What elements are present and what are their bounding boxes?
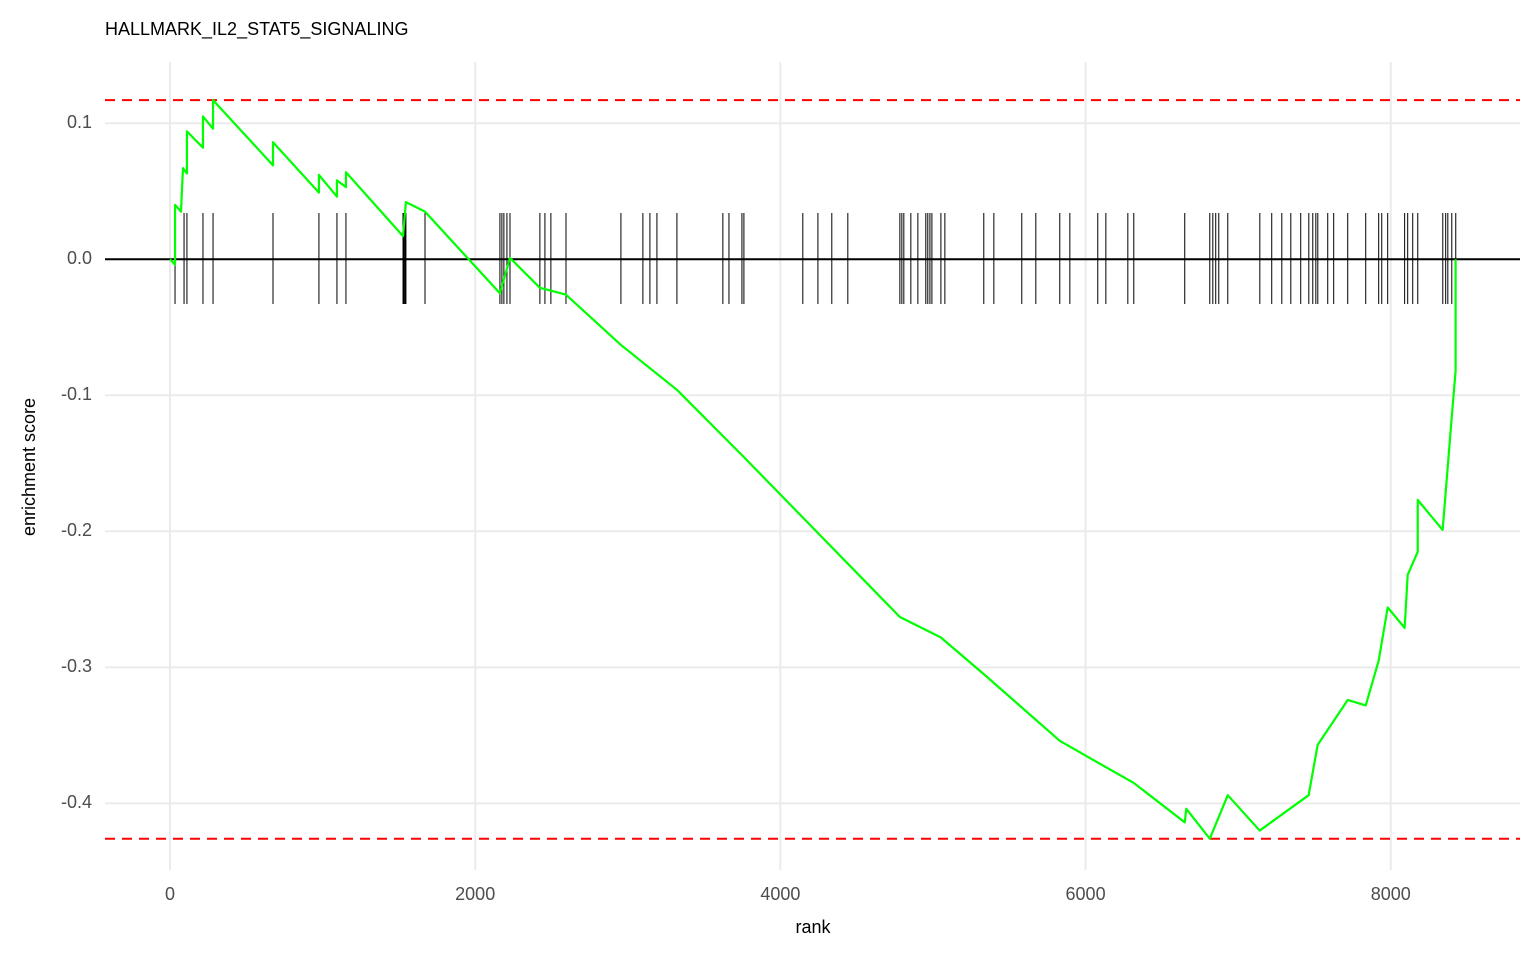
y-axis-label: enrichment score: [19, 398, 39, 536]
y-tick-label: -0.3: [61, 656, 92, 676]
es-line: [169, 98, 1457, 840]
y-tick-label: 0.1: [67, 112, 92, 132]
x-tick-label: 0: [165, 884, 175, 904]
y-tick-label: 0.0: [67, 248, 92, 268]
chart-title: HALLMARK_IL2_STAT5_SIGNALING: [105, 19, 408, 40]
y-tick-label: -0.4: [61, 792, 92, 812]
y-tick-label: -0.2: [61, 520, 92, 540]
x-tick-label: 4000: [760, 884, 800, 904]
x-tick-label: 6000: [1066, 884, 1106, 904]
x-axis-label: rank: [795, 917, 831, 937]
y-tick-label: -0.1: [61, 384, 92, 404]
x-tick-label: 2000: [455, 884, 495, 904]
x-tick-label: 8000: [1371, 884, 1411, 904]
